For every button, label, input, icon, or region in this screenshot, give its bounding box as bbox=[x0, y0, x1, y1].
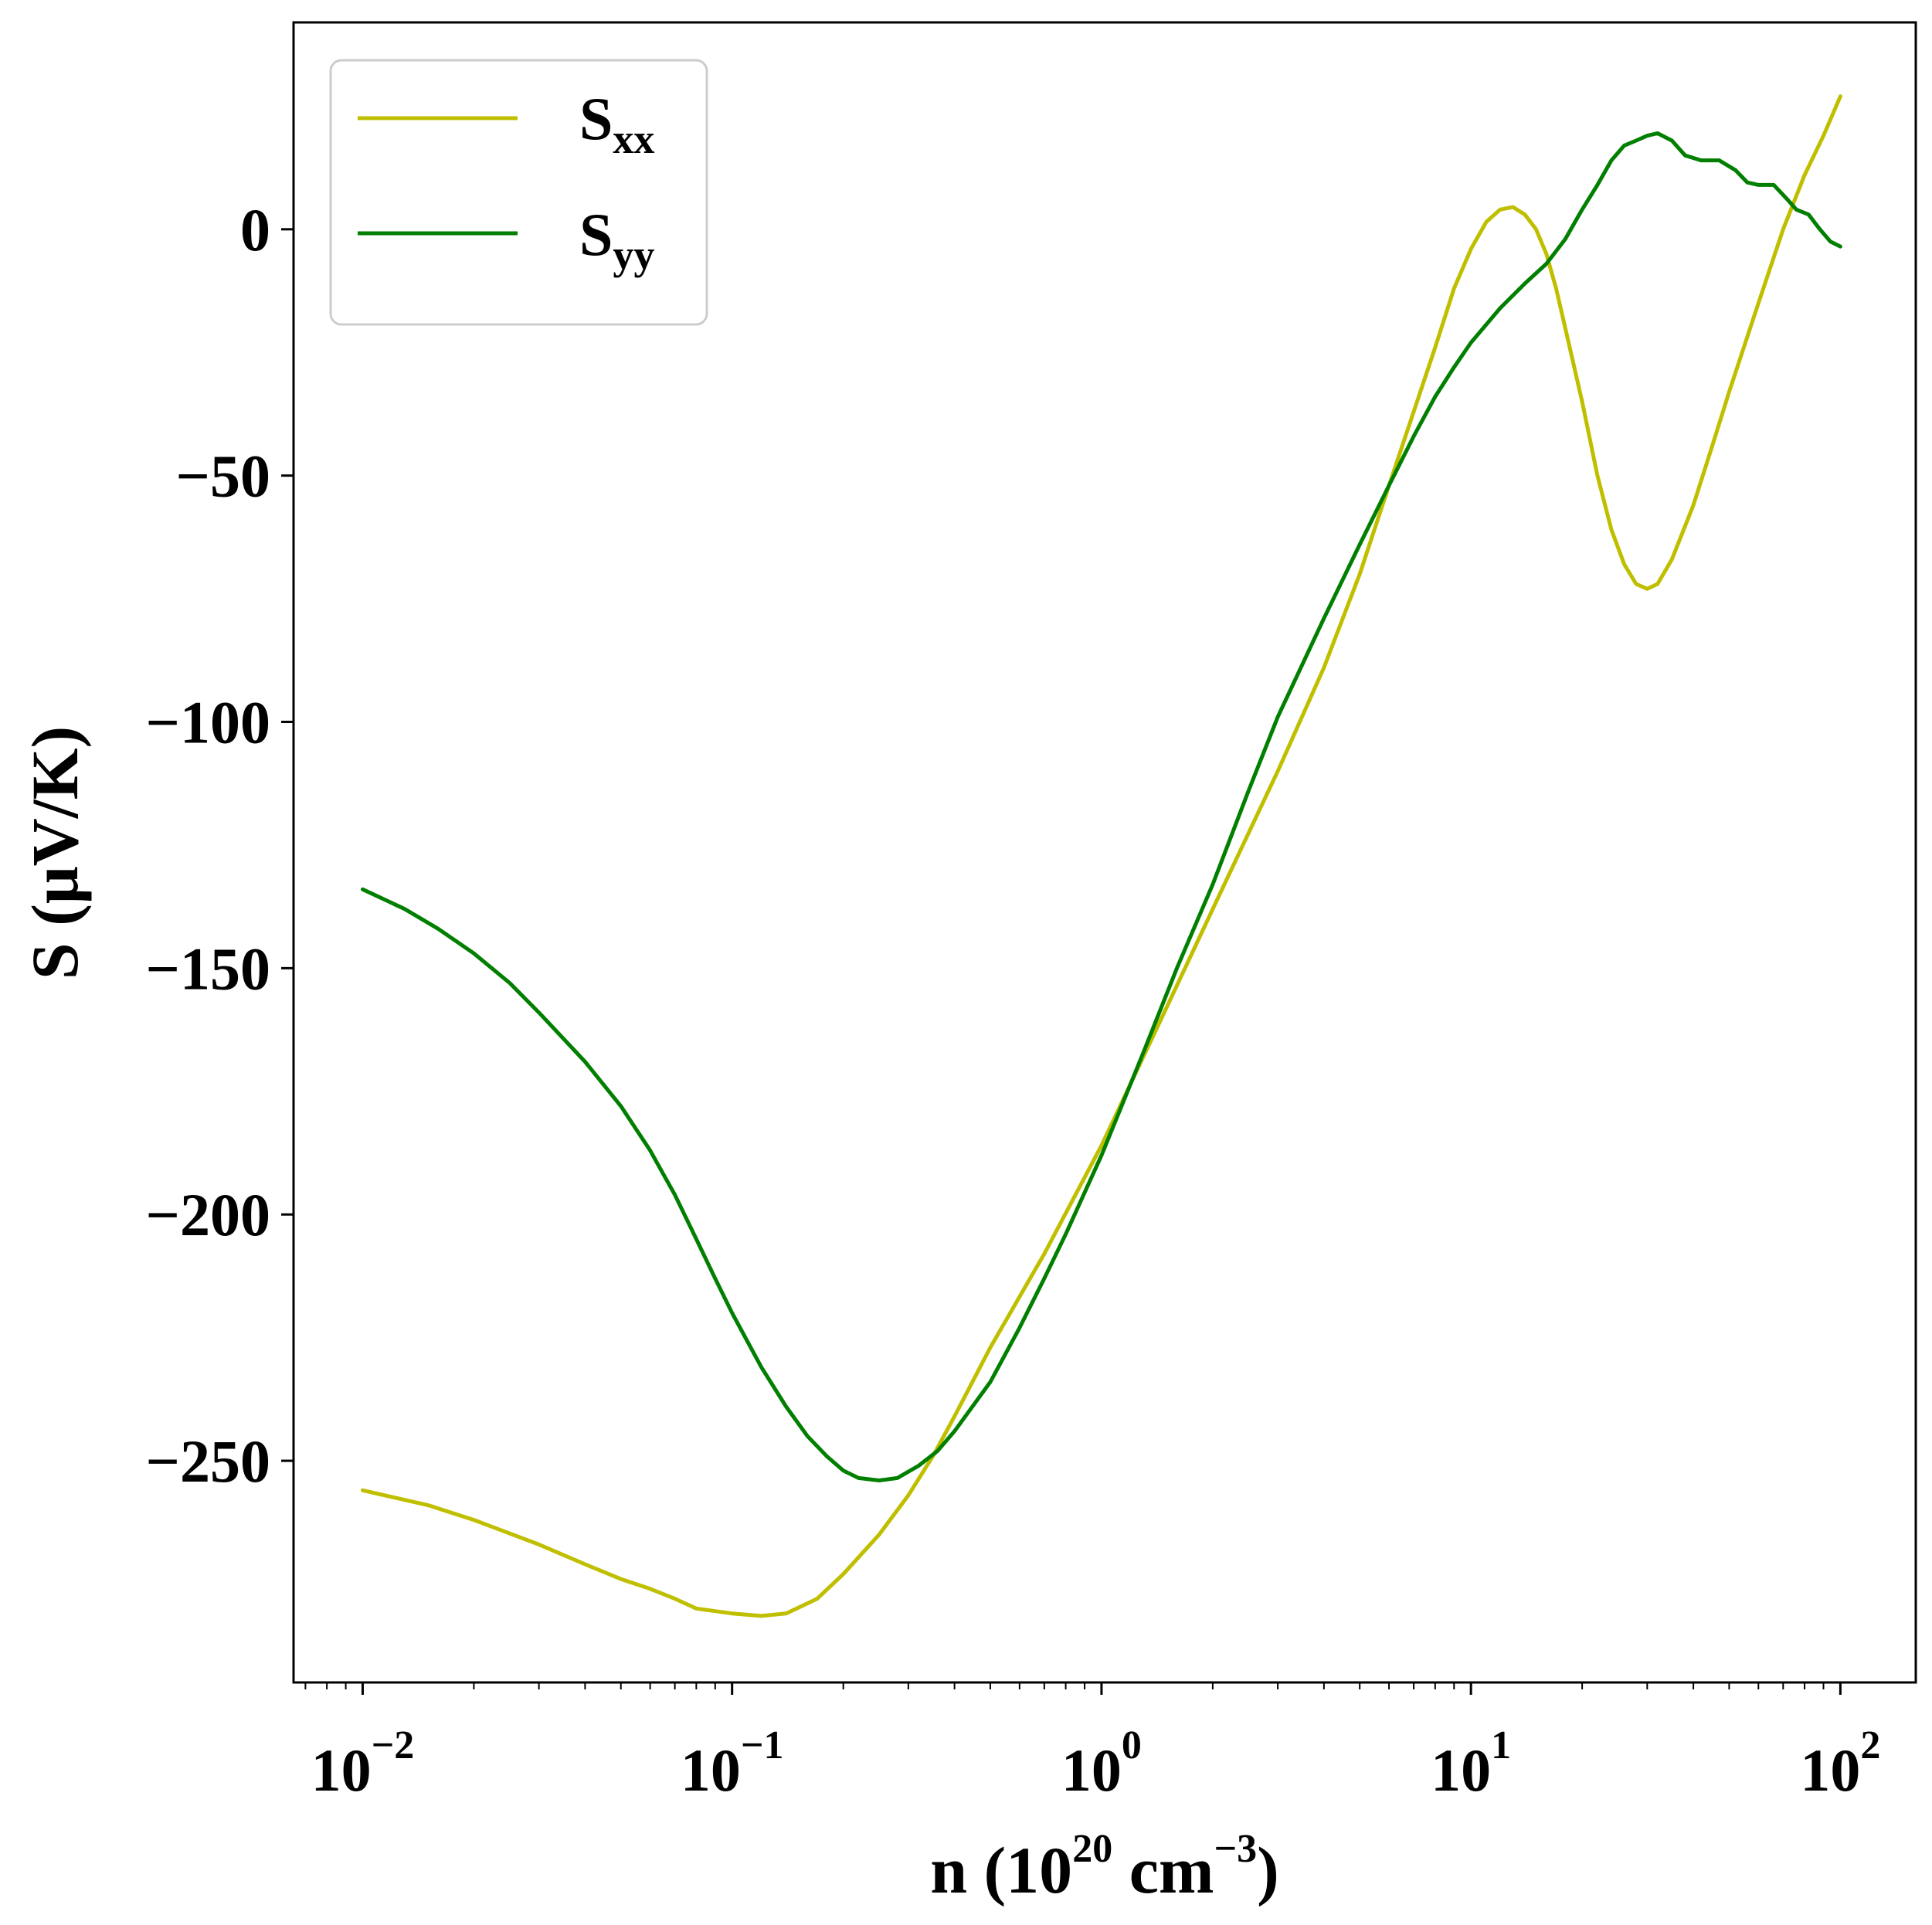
y-tick-label: −200 bbox=[146, 1181, 270, 1248]
y-tick-label: −100 bbox=[146, 689, 270, 756]
y-tick-label: −150 bbox=[146, 935, 270, 1002]
x-tick-label: 100 bbox=[1061, 1723, 1142, 1804]
legend-box bbox=[329, 59, 708, 326]
x-axis-ticks: 10−2 10−1 100 101 102 bbox=[304, 1682, 1880, 1804]
plot-frame bbox=[292, 21, 1917, 1684]
x-axis-label: n (1020 cm−3) bbox=[930, 1827, 1279, 1907]
legend: Sxx Syy bbox=[329, 59, 708, 326]
y-axis-label: S (μV/K) bbox=[18, 726, 92, 979]
x-tick-label: 10−2 bbox=[311, 1723, 415, 1804]
x-tick-label: 102 bbox=[1800, 1723, 1880, 1804]
x-tick-label: 10−1 bbox=[681, 1723, 784, 1804]
y-tick-label: −250 bbox=[146, 1428, 270, 1495]
legend-label-sxx: Sxx bbox=[579, 85, 654, 162]
y-tick-label: −50 bbox=[176, 443, 270, 510]
y-axis-ticks: 0 −50 −100 −150 −200 −250 bbox=[146, 196, 294, 1495]
y-tick-label: 0 bbox=[240, 196, 270, 263]
x-tick-label: 101 bbox=[1431, 1723, 1511, 1804]
legend-label-syy: Syy bbox=[579, 201, 654, 278]
series-line-sxx bbox=[361, 94, 1842, 1618]
series-line-syy bbox=[361, 131, 1842, 1482]
series-layer bbox=[361, 94, 1842, 1618]
